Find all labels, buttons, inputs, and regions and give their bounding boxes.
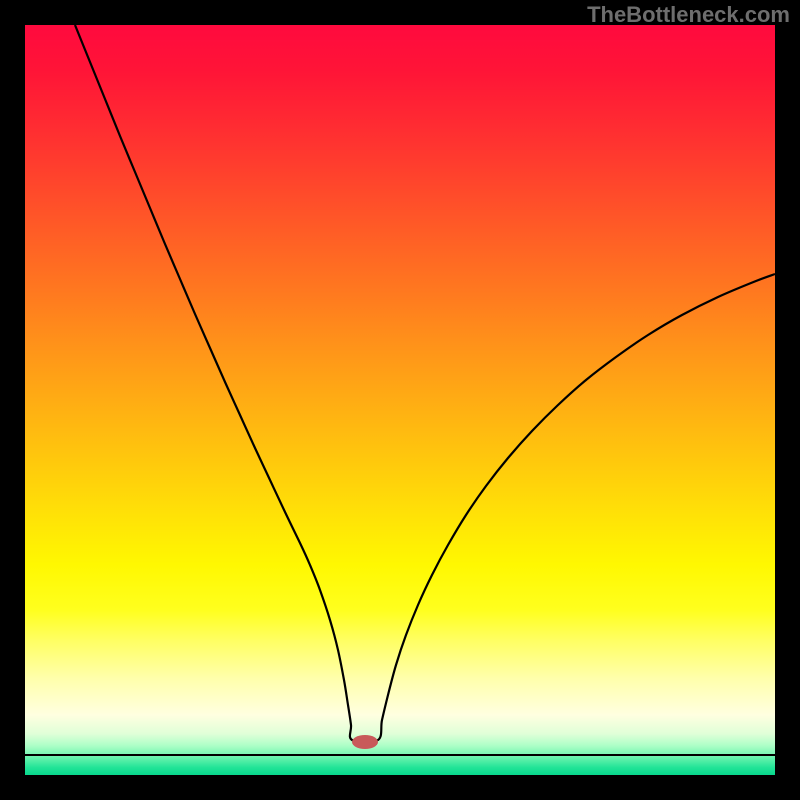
bottleneck-chart	[0, 0, 800, 800]
target-marker	[352, 735, 378, 749]
chart-container: TheBottleneck.com	[0, 0, 800, 800]
plot-area	[25, 25, 775, 775]
watermark-text: TheBottleneck.com	[587, 2, 790, 28]
